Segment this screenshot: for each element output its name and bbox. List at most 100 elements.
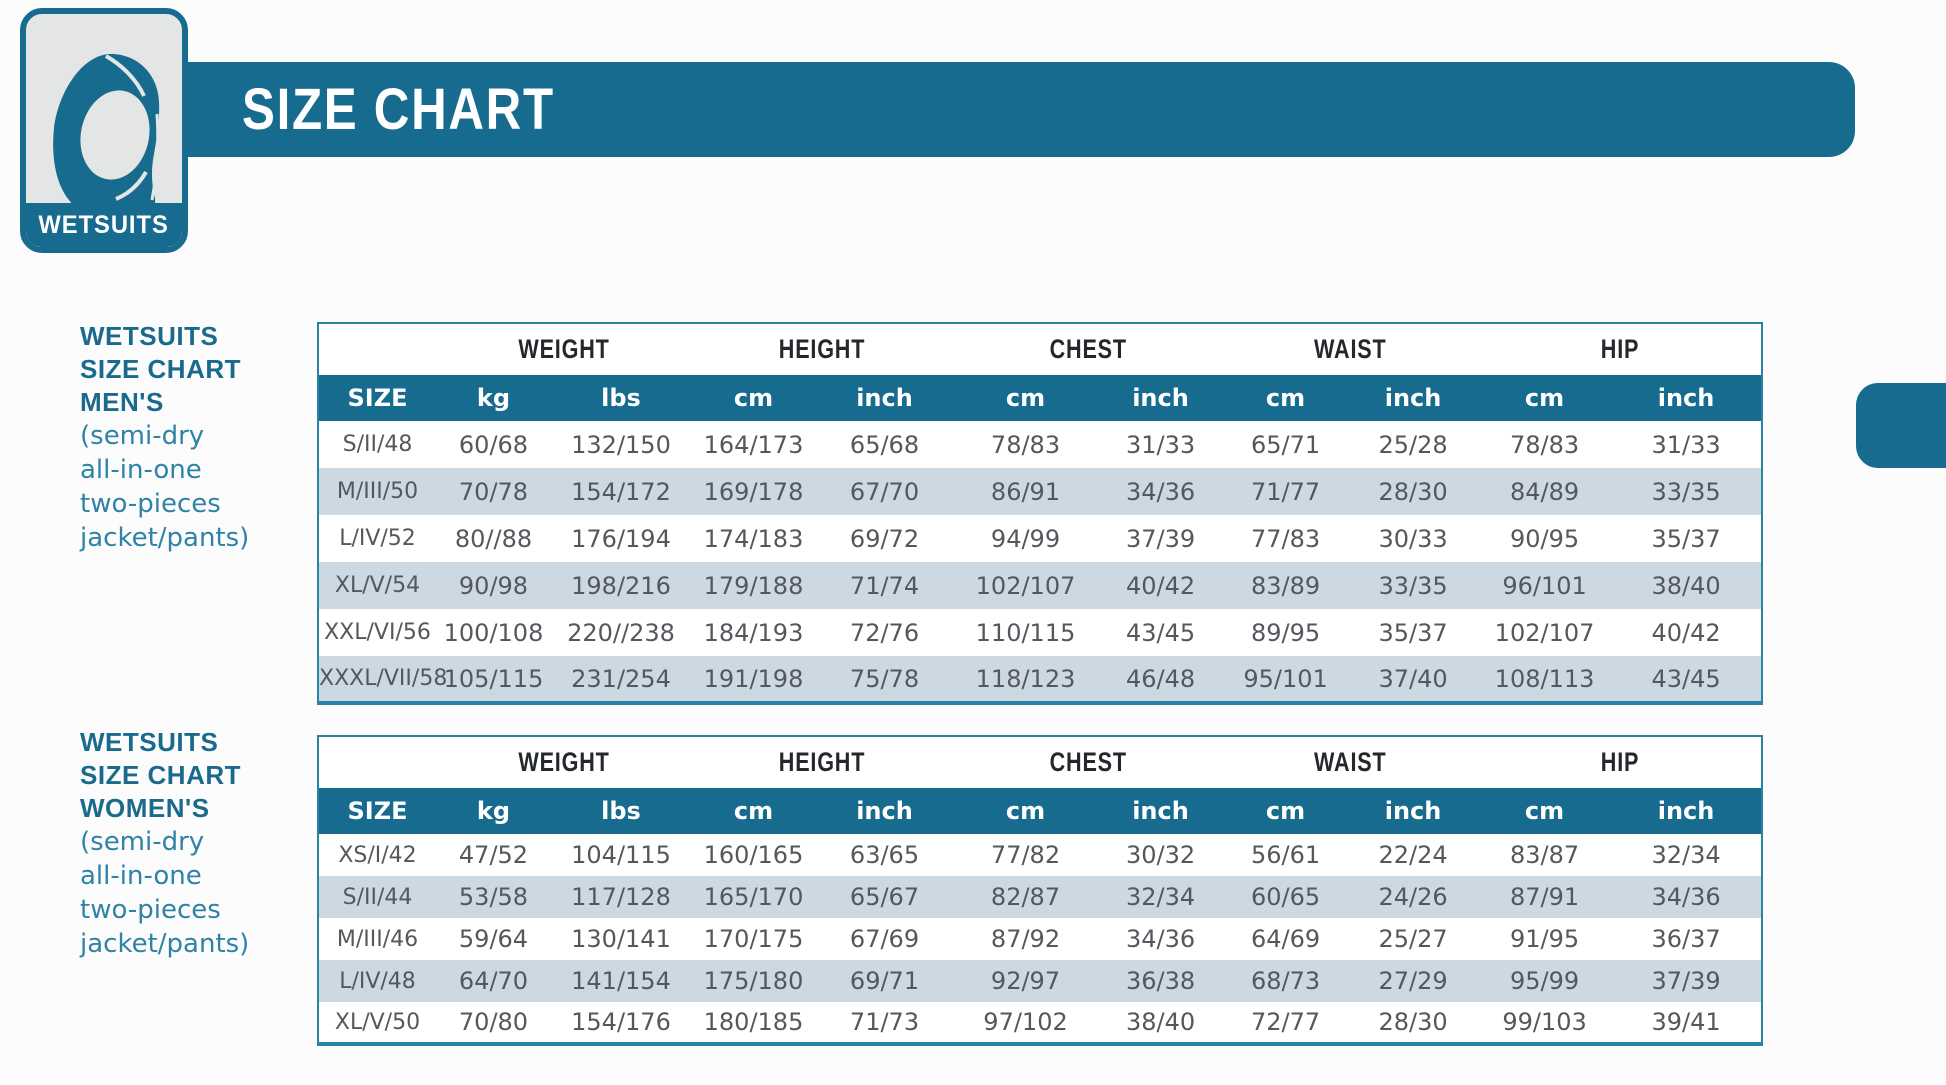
size-cell: XXL/VI/56 [324,620,431,645]
value-cell: 90/95 [1509,524,1580,553]
value-cell: 39/41 [1651,1008,1721,1036]
value-cell: 25/28 [1378,430,1448,459]
value-cell: 67/69 [849,925,920,953]
group-header-spacer [318,323,436,375]
size-cell: XXXL/VII/58 [319,666,448,691]
size-cell: L/IV/48 [339,968,416,994]
value-cell: 118/123 [975,664,1076,693]
side-tab[interactable] [1856,383,1946,468]
value-cell: 184/193 [703,618,804,647]
value-cell: 89/95 [1250,618,1321,647]
label-line: two-pieces [80,489,221,519]
value-cell: 132/150 [571,430,671,459]
col-header-cm: cm [953,375,1099,421]
value-cell: 99/103 [1502,1008,1587,1036]
value-cell: 25/27 [1378,925,1448,953]
label-line: WETSUITS [80,321,219,351]
value-cell: 71/74 [849,571,920,600]
value-cell: 63/65 [849,841,920,869]
badge-footer: WETSUITS [26,203,182,247]
group-header-height: HEIGHT [691,736,954,788]
value-cell: 117/128 [571,883,671,911]
value-cell: 77/83 [1250,524,1321,553]
value-cell: 67/70 [849,477,920,506]
value-cell: 169/178 [703,477,804,506]
col-header-kg: kg [436,788,551,834]
value-cell: 165/170 [703,883,804,911]
table-row: S/II/48 60/68 132/150 164/173 65/68 78/83 31/3… [318,421,1762,468]
col-header-size: SIZE [318,788,436,834]
label-line: (semi-dry [80,421,205,451]
label-line: two-pieces [80,895,221,925]
value-cell: 97/102 [983,1008,1068,1036]
value-cell: 64/70 [458,967,529,995]
value-cell: 37/39 [1125,524,1196,553]
mens-size-table-wrap: WEIGHT HEIGHT CHEST WAIST HIP SIZE kg lbs cm inch… [317,322,1764,705]
label-line: SIZE CHART [80,760,241,790]
group-header-spacer [318,736,436,788]
value-cell: 65/67 [849,883,920,911]
col-header-inch: inch [1348,788,1479,834]
value-cell: 104/115 [571,841,671,869]
value-cell: 110/115 [975,618,1076,647]
table-row: L/IV/52 80//88 176/194 174/183 69/72 94/99 37/… [318,515,1762,562]
table-row: M/III/50 70/78 154/172 169/178 67/70 86/91 34/… [318,468,1763,515]
group-header-hip: HIP [1478,736,1763,788]
womens-size-table: WEIGHT HEIGHT CHEST WAIST HIP SIZE kg lbs cm inch… [317,735,1764,1046]
value-cell: 35/37 [1651,524,1721,553]
value-cell: 53/58 [458,883,529,911]
value-cell: 40/42 [1651,618,1721,647]
value-cell: 84/89 [1509,477,1580,506]
label-line: WOMEN'S [80,793,210,823]
value-cell: 35/37 [1378,618,1448,647]
value-cell: 176/194 [571,524,671,553]
title-banner: SIZE CHART [150,62,1855,157]
value-cell: 31/33 [1651,430,1721,459]
col-header-size: SIZE [318,375,436,421]
size-cell: M/III/50 [336,479,419,504]
mens-size-table: WEIGHT HEIGHT CHEST WAIST HIP SIZE kg lbs cm inch… [317,322,1764,705]
col-header-inch: inch [1098,788,1224,834]
col-header-cm: cm [1478,788,1612,834]
group-header-waist: WAIST [1223,323,1479,375]
group-header-hip: HIP [1478,323,1763,375]
col-header-kg: kg [436,375,551,421]
label-line: MEN'S [80,387,164,417]
value-cell: 47/52 [458,841,529,869]
value-cell: 179/188 [703,571,804,600]
value-cell: 180/185 [703,1008,804,1036]
value-cell: 30/33 [1378,524,1448,553]
value-cell: 80//88 [454,524,533,553]
table-row: M/III/46 59/64 130/141 170/175 67/69 87/92 34/… [318,918,1762,960]
col-header-cm: cm [1223,788,1349,834]
table-row: S/II/44 53/58 117/128 165/170 65/67 82/87 32/3… [318,876,1763,918]
col-header-lbs: lbs [551,375,691,421]
size-cell: XS/I/42 [338,842,417,868]
value-cell: 75/78 [849,664,920,693]
size-cell: L/IV/52 [339,526,416,551]
label-line: SIZE CHART [80,354,241,384]
label-line: jacket/pants) [80,523,250,553]
value-cell: 38/40 [1651,571,1721,600]
col-header-cm: cm [1478,375,1612,421]
col-header-cm: cm [1223,375,1349,421]
value-cell: 34/36 [1125,925,1196,953]
value-cell: 37/40 [1378,664,1448,693]
col-header-inch: inch [1098,375,1224,421]
group-header-height: HEIGHT [691,323,954,375]
size-cell: XL/V/54 [334,573,421,598]
value-cell: 90/98 [458,571,529,600]
wetsuit-hood-icon [53,53,160,247]
value-cell: 130/141 [571,925,671,953]
value-cell: 32/34 [1125,883,1196,911]
value-cell: 71/73 [849,1008,920,1036]
column-header-row: SIZE kg lbs cm inch cm inch cm inch cm inch [318,788,1763,834]
value-cell: 191/198 [703,664,804,693]
size-cell: S/II/48 [342,432,413,457]
table-row: XL/V/50 70/80 154/176 180/185 71/73 97/102 38/… [318,1002,1762,1044]
value-cell: 154/172 [571,477,671,506]
mens-table-label: WETSUITS SIZE CHART MEN'S (semi-dry all-… [80,320,320,555]
value-cell: 96/101 [1502,571,1587,600]
size-cell: XL/V/50 [334,1009,421,1035]
value-cell: 40/42 [1125,571,1196,600]
